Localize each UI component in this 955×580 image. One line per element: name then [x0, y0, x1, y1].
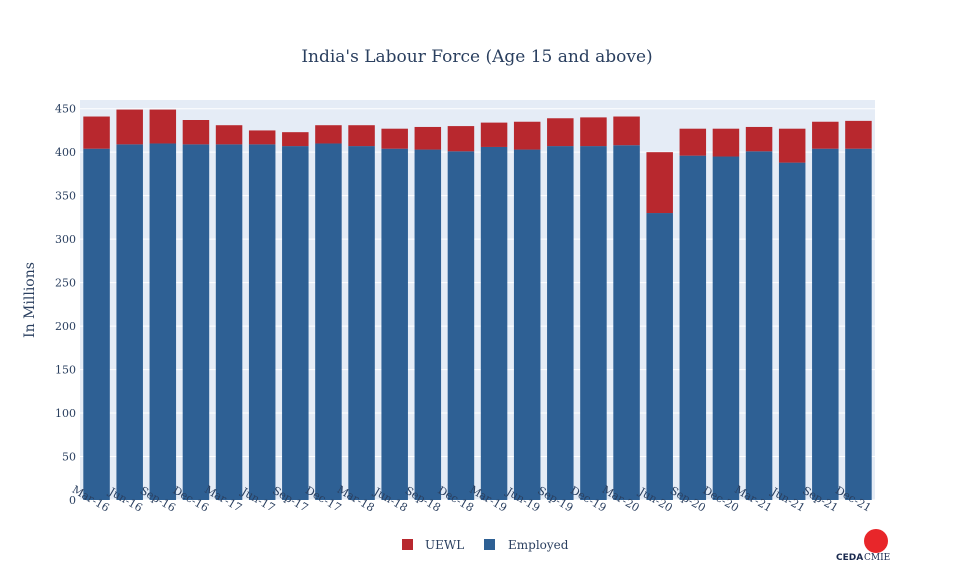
bar-employed-Dec-17[interactable]: [315, 143, 342, 500]
bar-employed-Jun-17[interactable]: [248, 144, 276, 500]
bar-uewl-Mar-18[interactable]: [348, 125, 375, 147]
logo-dot: [864, 529, 888, 553]
bar-uewl-Sep-21[interactable]: [812, 121, 839, 149]
legend-item-employed[interactable]: Employed: [484, 538, 569, 552]
bar-employed-Sep-18[interactable]: [414, 149, 442, 500]
bar-employed-Sep-19[interactable]: [547, 146, 574, 500]
bar-uewl-Sep-20[interactable]: [679, 128, 707, 156]
bar-employed-Sep-16[interactable]: [149, 143, 177, 500]
bar-uewl-Mar-16[interactable]: [83, 116, 110, 149]
bar-uewl-Dec-19[interactable]: [580, 117, 607, 147]
bar-employed-Jun-19[interactable]: [513, 149, 541, 500]
legend: UEWL Employed: [402, 538, 569, 552]
plot-area: [80, 100, 875, 500]
y-axis-label: In Millions: [22, 262, 38, 338]
bar-employed-Sep-17[interactable]: [282, 146, 309, 500]
legend-label-employed: Employed: [508, 538, 569, 552]
y-tick-label: 200: [55, 320, 76, 333]
bar-uewl-Jun-16[interactable]: [116, 109, 143, 145]
bar-uewl-Jun-21[interactable]: [778, 128, 806, 163]
bar-employed-Mar-19[interactable]: [480, 146, 508, 500]
y-tick-label: 150: [55, 364, 76, 377]
y-tick-label: 100: [55, 407, 76, 420]
bar-uewl-Jun-17[interactable]: [248, 130, 276, 145]
bar-uewl-Dec-21[interactable]: [845, 120, 872, 149]
bar-uewl-Mar-21[interactable]: [745, 126, 773, 152]
bar-employed-Mar-17[interactable]: [215, 144, 243, 500]
bar-employed-Jun-20[interactable]: [646, 213, 673, 501]
bar-uewl-Dec-20[interactable]: [712, 128, 740, 157]
bars: [83, 109, 872, 501]
bar-uewl-Dec-16[interactable]: [182, 120, 210, 145]
bar-employed-Jun-21[interactable]: [778, 162, 806, 500]
bar-employed-Sep-20[interactable]: [679, 155, 707, 501]
bar-employed-Sep-21[interactable]: [812, 148, 839, 500]
bar-employed-Dec-21[interactable]: [845, 148, 872, 500]
y-tick-label: 350: [55, 190, 76, 203]
bar-employed-Mar-21[interactable]: [745, 151, 773, 500]
bar-uewl-Jun-20[interactable]: [646, 152, 673, 214]
legend-swatch-employed: [484, 539, 495, 550]
bar-uewl-Jun-19[interactable]: [513, 121, 541, 150]
y-tick-label: 400: [55, 146, 76, 159]
y-tick-label: 450: [55, 103, 76, 116]
legend-swatch-uewl: [402, 539, 413, 550]
bar-employed-Jun-18[interactable]: [381, 148, 408, 500]
logo-cmie-text: CMIE: [864, 553, 890, 563]
legend-item-uewl[interactable]: UEWL: [402, 538, 464, 552]
bar-employed-Mar-18[interactable]: [348, 146, 375, 500]
gridlines: [80, 108, 875, 501]
bar-employed-Dec-19[interactable]: [580, 146, 607, 500]
y-tick-label: 0: [69, 494, 76, 507]
bar-uewl-Jun-18[interactable]: [381, 128, 408, 149]
y-tick-label: 250: [55, 277, 76, 290]
bar-employed-Mar-20[interactable]: [613, 145, 640, 500]
bar-uewl-Mar-19[interactable]: [480, 122, 508, 147]
bar-uewl-Mar-17[interactable]: [215, 125, 243, 145]
y-axis: 0 50 100 150 200 250 300 350 400 450: [55, 103, 76, 507]
bar-uewl-Sep-17[interactable]: [282, 132, 309, 147]
bar-employed-Dec-18[interactable]: [447, 151, 475, 500]
bar-uewl-Sep-16[interactable]: [149, 109, 177, 144]
ceda-cmie-logo: CEDA CMIE: [836, 529, 890, 563]
bar-uewl-Dec-18[interactable]: [447, 126, 475, 152]
chart-title: India's Labour Force (Age 15 and above): [301, 47, 652, 67]
bar-employed-Dec-20[interactable]: [712, 156, 740, 501]
bar-uewl-Dec-17[interactable]: [315, 125, 342, 144]
logo-ceda-text: CEDA: [836, 553, 863, 563]
bar-uewl-Sep-18[interactable]: [414, 126, 442, 150]
bar-employed-Jun-16[interactable]: [116, 144, 143, 500]
y-tick-label: 50: [62, 451, 76, 464]
bar-employed-Mar-16[interactable]: [83, 148, 110, 500]
bar-employed-Dec-16[interactable]: [182, 144, 210, 500]
bar-uewl-Sep-19[interactable]: [547, 118, 574, 147]
legend-label-uewl: UEWL: [425, 538, 464, 552]
y-tick-label: 300: [55, 233, 76, 246]
bar-uewl-Mar-20[interactable]: [613, 116, 640, 146]
